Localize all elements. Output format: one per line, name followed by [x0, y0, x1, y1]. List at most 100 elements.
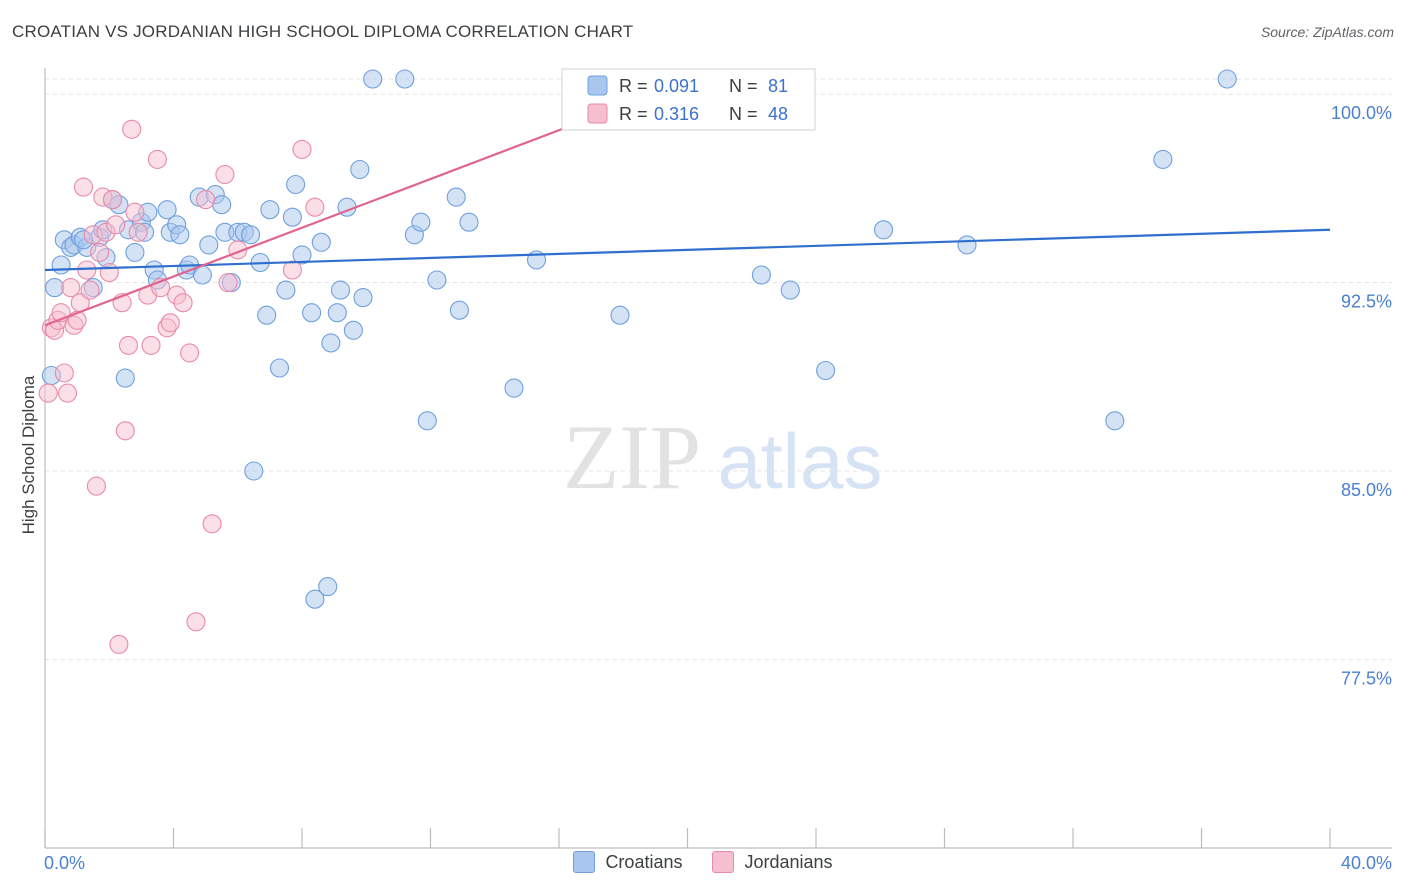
- data-point-jordanians: [86, 476, 106, 496]
- data-point-croatians: [321, 333, 341, 353]
- data-point-jordanians: [80, 280, 100, 300]
- data-point-croatians: [276, 280, 296, 300]
- data-point-croatians: [318, 577, 338, 597]
- data-point-croatians: [157, 200, 177, 220]
- data-point-croatians: [363, 69, 383, 89]
- data-point-croatians: [170, 225, 190, 245]
- data-point-jordanians: [61, 278, 81, 298]
- data-point-croatians: [257, 305, 277, 325]
- data-point-croatians: [417, 411, 437, 431]
- data-point-croatians: [446, 187, 466, 207]
- data-point-jordanians: [282, 260, 302, 280]
- legend-r-label-jordanians: R =: [619, 104, 648, 124]
- chart-title: CROATIAN VS JORDANIAN HIGH SCHOOL DIPLOM…: [12, 22, 634, 41]
- data-point-croatians: [282, 207, 302, 227]
- data-point-croatians: [449, 300, 469, 320]
- data-point-croatians: [1153, 149, 1173, 169]
- watermark-zip: ZIP: [563, 406, 701, 508]
- data-point-croatians: [260, 200, 280, 220]
- data-point-croatians: [302, 303, 322, 323]
- data-point-jordanians: [122, 119, 142, 139]
- legend-label-jordanians: Jordanians: [744, 851, 833, 872]
- watermark: ZIP atlas: [563, 406, 882, 508]
- data-point-croatians: [610, 305, 630, 325]
- trend-line-croatians: [44, 228, 1331, 272]
- watermark-atlas: atlas: [718, 417, 883, 505]
- legend-label-croatians: Croatians: [605, 851, 683, 872]
- data-point-jordanians: [141, 335, 161, 355]
- data-point-jordanians: [160, 313, 180, 333]
- x-tick-label-min: 0.0%: [44, 853, 85, 873]
- data-point-jordanians: [99, 262, 119, 283]
- y-tick-label: 77.5%: [1341, 669, 1392, 689]
- x-tick-label-max: 40.0%: [1341, 853, 1392, 873]
- data-point-jordanians: [77, 260, 97, 280]
- data-point-croatians: [411, 212, 431, 232]
- data-point-jordanians: [215, 164, 235, 185]
- legend-n-label-croatians: N =: [729, 76, 758, 96]
- y-tick-labels: 100.0% 92.5% 85.0% 77.5%: [1331, 103, 1392, 688]
- data-point-croatians: [199, 235, 219, 255]
- legend-r-value-croatians: 0.091: [654, 76, 699, 96]
- data-point-croatians: [751, 265, 771, 285]
- data-point-croatians: [305, 589, 325, 609]
- data-point-jordanians: [115, 421, 135, 441]
- data-point-croatians: [292, 245, 312, 265]
- data-point-croatians: [45, 278, 65, 298]
- data-point-jordanians: [73, 177, 94, 197]
- data-point-jordanians: [102, 190, 123, 210]
- data-point-jordanians: [90, 242, 110, 262]
- data-point-jordanians: [173, 293, 193, 313]
- data-point-jordanians: [38, 383, 58, 403]
- data-point-jordanians: [128, 222, 148, 242]
- data-point-croatians: [269, 358, 290, 378]
- legend-n-value-croatians: 81: [768, 76, 788, 96]
- data-point-jordanians: [106, 215, 126, 235]
- data-point-jordanians: [57, 383, 78, 403]
- data-point-jordanians: [125, 202, 145, 222]
- data-point-jordanians: [218, 273, 238, 293]
- legend-r-label-croatians: R =: [619, 76, 648, 96]
- data-point-croatians: [51, 255, 71, 275]
- data-point-croatians: [241, 225, 261, 245]
- data-point-croatians: [244, 461, 264, 481]
- data-point-croatians: [327, 303, 347, 323]
- data-point-croatians: [125, 242, 145, 262]
- legend-item-croatians[interactable]: Croatians: [573, 851, 682, 873]
- legend-n-value-jordanians: 48: [768, 104, 788, 124]
- series-legend: Croatians Jordanians: [0, 851, 1406, 873]
- data-point-croatians: [286, 174, 306, 195]
- data-point-croatians: [212, 195, 232, 215]
- legend-swatch-croatians: [587, 75, 608, 96]
- axes: [44, 68, 1392, 849]
- legend-r-value-jordanians: 0.316: [654, 104, 699, 124]
- data-point-croatians: [816, 360, 836, 381]
- legend-n-label-jordanians: N =: [729, 104, 758, 124]
- data-point-croatians: [350, 159, 370, 180]
- y-axis-label: High School Diploma: [19, 375, 38, 534]
- data-point-croatians: [957, 235, 977, 255]
- data-point-croatians: [311, 232, 331, 252]
- data-point-jordanians: [147, 149, 167, 169]
- data-point-jordanians: [180, 343, 200, 363]
- data-point-croatians: [427, 270, 447, 290]
- y-tick-label: 100.0%: [1331, 103, 1392, 123]
- data-point-jordanians: [202, 514, 222, 534]
- gridlines: [45, 78, 1392, 661]
- data-point-croatians: [1217, 69, 1237, 89]
- legend-swatch-jordanians: [587, 103, 608, 124]
- data-point-croatians: [1105, 411, 1125, 431]
- y-tick-label: 92.5%: [1341, 292, 1392, 312]
- y-tick-label: 85.0%: [1341, 480, 1392, 500]
- data-point-jordanians: [186, 612, 206, 632]
- data-point-croatians: [395, 69, 415, 89]
- data-point-jordanians: [118, 335, 139, 355]
- data-point-croatians: [504, 378, 524, 398]
- data-point-jordanians: [109, 634, 129, 654]
- data-point-jordanians: [292, 139, 312, 159]
- legend-item-jordanians[interactable]: Jordanians: [712, 851, 833, 873]
- data-point-croatians: [115, 368, 135, 388]
- data-point-croatians: [343, 320, 363, 340]
- stats-legend: R = 0.091 N = 81 R = 0.316 N = 48: [561, 68, 816, 131]
- data-point-croatians: [459, 212, 479, 232]
